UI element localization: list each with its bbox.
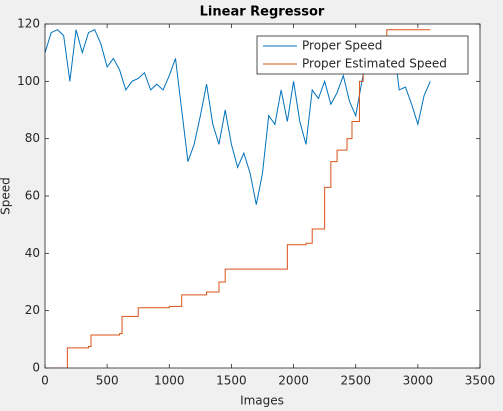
x-tick-label: 2500 <box>340 374 371 388</box>
x-tick-label: 500 <box>96 374 119 388</box>
y-tick-label: 80 <box>25 131 40 145</box>
x-tick-label: 3500 <box>465 374 496 388</box>
y-axis-label: Speed <box>0 177 13 215</box>
y-tick-label: 20 <box>25 303 40 317</box>
legend-label: Proper Speed <box>302 39 382 53</box>
y-tick-label: 60 <box>25 189 40 203</box>
y-tick-label: 40 <box>25 246 40 260</box>
x-axis-label: Images <box>240 394 284 408</box>
x-tick-label: 2000 <box>278 374 309 388</box>
x-tick-label: 0 <box>41 374 49 388</box>
x-tick-label: 1000 <box>154 374 185 388</box>
line-series <box>45 29 431 368</box>
y-tick-label: 120 <box>17 17 40 31</box>
plot-area <box>45 24 480 368</box>
x-tick-label: 1500 <box>216 374 247 388</box>
chart-title: Linear Regressor <box>200 5 325 20</box>
x-tick-label: 3000 <box>403 374 434 388</box>
y-tick-label: 0 <box>32 361 40 375</box>
legend-box <box>256 35 469 75</box>
legend-label: Proper Estimated Speed <box>302 57 447 71</box>
y-tick-label: 100 <box>17 74 40 88</box>
